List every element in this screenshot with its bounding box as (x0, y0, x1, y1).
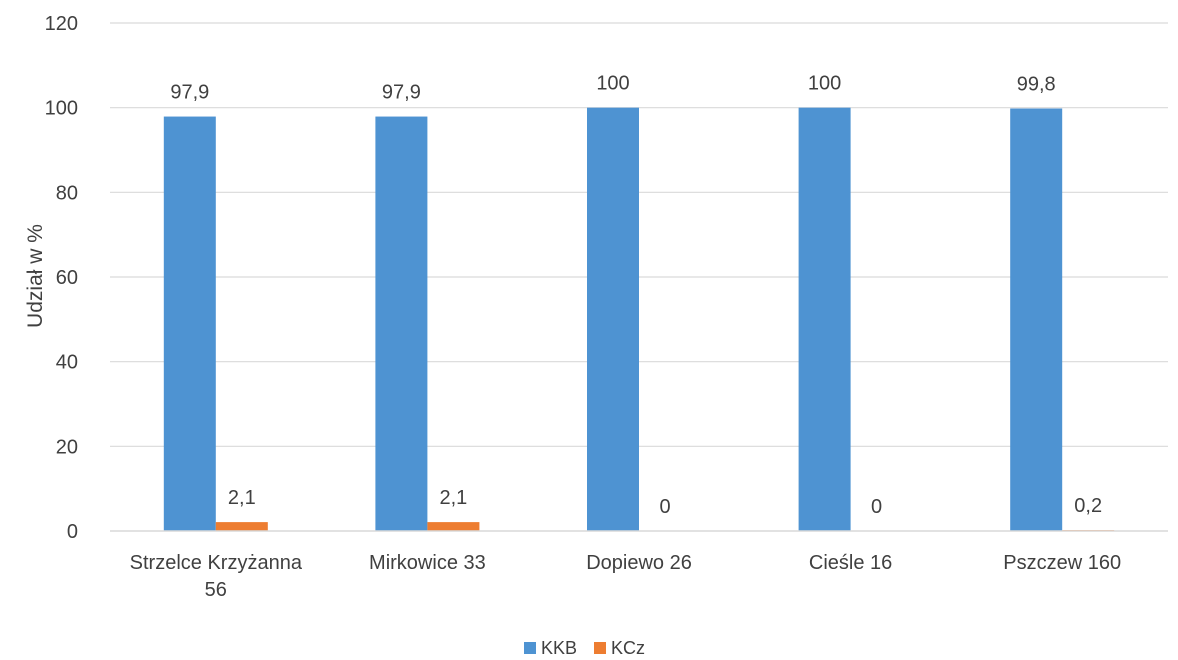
legend-swatch-kkb (524, 642, 536, 654)
data-label-kkb: 97,9 (170, 82, 209, 104)
x-axis-tick-labels: Strzelce Krzyżanna 56 Mirkowice 33 Dopiewo … (130, 552, 1121, 601)
y-tick-label: 20 (56, 436, 78, 458)
x-tick-label: Dopiewo 26 (586, 552, 692, 574)
y-tick-label: 80 (56, 182, 78, 204)
y-tick-label: 0 (67, 521, 78, 543)
legend-label-kkb: KKB (541, 638, 577, 658)
legend: KKB KCz (524, 638, 645, 658)
data-label-kcz: 2,1 (439, 487, 467, 509)
data-label-kkb: 97,9 (382, 82, 421, 104)
bar-kcz (215, 522, 268, 531)
y-axis-ticks: 0 20 40 60 80 100 120 (45, 13, 78, 543)
data-labels: 97,9 2,1 97,9 2,1 100 0 100 0 99,8 0,2 (170, 73, 1102, 518)
data-label-kkb: 99,8 (1017, 74, 1056, 96)
data-label-kcz: 0,2 (1074, 495, 1102, 517)
data-label-kkb: 100 (808, 73, 841, 95)
x-tick-label: Strzelce Krzyżanna (130, 552, 303, 574)
data-label-kcz: 0 (871, 496, 882, 518)
legend-swatch-kcz (594, 642, 606, 654)
bar-kkb (798, 107, 851, 532)
bar-kkb (587, 107, 639, 532)
x-tick-label: Pszczew 160 (1003, 552, 1121, 574)
y-tick-label: 100 (45, 98, 78, 120)
x-tick-label: Cieśle 16 (809, 552, 892, 574)
bars (163, 107, 1115, 532)
legend-label-kcz: KCz (611, 638, 645, 658)
bar-kkb (163, 116, 216, 531)
bar-kcz (427, 522, 480, 531)
y-axis-label: Udział w % (24, 224, 47, 328)
y-tick-label: 40 (56, 352, 78, 374)
data-label-kcz: 0 (659, 496, 670, 518)
x-tick-label: 56 (205, 579, 227, 601)
bar-kkb (375, 116, 428, 531)
data-label-kcz: 2,1 (228, 487, 256, 509)
x-tick-label: Mirkowice 33 (369, 552, 486, 574)
y-tick-label: 60 (56, 267, 78, 289)
y-tick-label: 120 (45, 13, 78, 35)
bar-kkb (1010, 108, 1063, 531)
data-label-kkb: 100 (596, 73, 629, 95)
